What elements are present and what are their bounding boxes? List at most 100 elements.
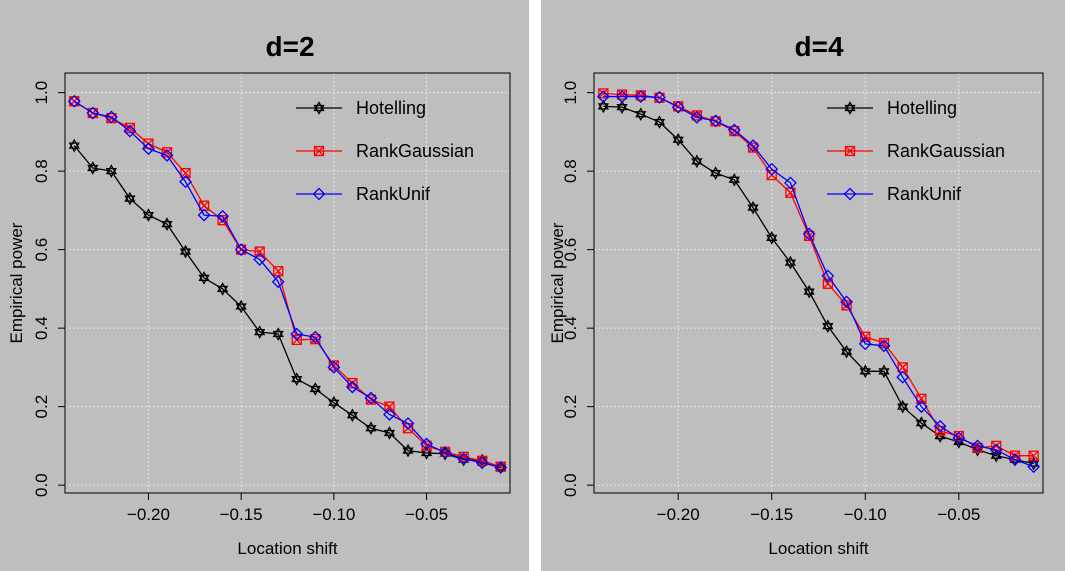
data-point-hotelling: [859, 364, 871, 379]
data-point-rankgaussian: [803, 230, 815, 242]
chart-panel-d4: −0.20 −0.15 −0.10 −0.05 0.0 0.2 0.4 0.6 0.8 1.0 d=…: [541, 0, 1065, 571]
data-point-rankunif: [86, 106, 100, 120]
plot-frame: [64, 72, 511, 494]
grid: [65, 73, 510, 493]
data-point-hotelling: [235, 299, 247, 314]
data-point-hotelling: [990, 448, 1002, 463]
data-point-hotelling: [179, 244, 192, 259]
data-point-hotelling: [346, 408, 359, 423]
data-point-hotelling: [272, 327, 284, 341]
data-point-rankgaussian: [161, 147, 173, 158]
y-tick-label: 0.2: [561, 395, 580, 419]
plot-area: [594, 73, 1043, 493]
data-point-rankunif: [989, 443, 1003, 457]
data-point-rankunif: [784, 176, 797, 190]
data-point-hotelling: [616, 100, 628, 114]
x-tick-label: −0.15: [220, 505, 263, 524]
data-point-hotelling: [766, 231, 778, 245]
data-point-rankunif: [457, 452, 471, 466]
data-point-rankgaussian: [384, 401, 395, 412]
data-point-hotelling: [124, 191, 136, 206]
data-point-rankgaussian: [254, 246, 265, 257]
legend-marker-hotelling: [844, 101, 856, 115]
data-point-rankgaussian: [747, 142, 759, 153]
chart-d4: −0.20 −0.15 −0.10 −0.05 0.0 0.2 0.4 0.6 0.8 1.0 d=…: [548, 31, 1044, 558]
y-tick-label: 0.0: [561, 473, 580, 497]
data-point-rankunif: [933, 419, 947, 433]
data-point-hotelling: [198, 271, 210, 285]
data-point-rankunif: [253, 253, 267, 266]
data-point-rankunif: [765, 162, 779, 176]
y-axis-label: Empirical power: [7, 222, 26, 343]
chart-title: d=4: [794, 31, 843, 62]
data-point-rankunif: [653, 90, 666, 104]
y-tick-label: 1.0: [32, 81, 51, 105]
data-point-hotelling: [915, 416, 928, 430]
data-point-hotelling: [365, 421, 377, 436]
legend-label-rankgaussian: RankGaussian: [887, 141, 1005, 161]
data-point-rankunif: [494, 461, 508, 474]
chart-title: d=2: [265, 31, 314, 62]
plot-area: [65, 73, 510, 493]
data-point-rankunif: [308, 330, 322, 344]
y-tick-label: 1.0: [561, 81, 580, 105]
legend-label-hotelling: Hotelling: [356, 98, 426, 118]
data-point-rankunif: [1008, 453, 1022, 467]
data-point-rankunif: [690, 110, 704, 124]
legend: Hotelling RankGaussian RankUnif: [296, 98, 474, 204]
series-group: [67, 94, 508, 475]
data-point-hotelling: [87, 161, 99, 175]
data-point-rankgaussian: [1028, 450, 1039, 461]
data-point-rankunif: [123, 124, 137, 138]
data-point-hotelling: [309, 382, 321, 396]
y-tick-label: 0.8: [561, 159, 580, 183]
data-point-hotelling: [105, 164, 117, 178]
data-point-rankunif: [952, 431, 966, 445]
data-point-rankunif: [67, 94, 81, 108]
legend-marker-rankunif: [312, 187, 326, 201]
legend-marker-rankgaussian: [313, 145, 325, 157]
y-tick-label: 0.4: [32, 316, 51, 340]
x-tick-label: −0.05: [405, 505, 448, 524]
data-point-rankunif: [216, 209, 230, 223]
chart-panel-d2: −0.20 −0.15 −0.10 −0.05 0.0 0.2 0.4 0.6 0.8 1.0 d=…: [0, 0, 529, 571]
data-point-hotelling: [934, 429, 946, 443]
data-point-rankunif: [327, 360, 341, 374]
legend: Hotelling RankGaussian RankUnif: [827, 98, 1005, 204]
x-tick-label: −0.10: [312, 505, 355, 524]
data-point-hotelling: [878, 364, 890, 379]
data-point-rankunif: [160, 149, 174, 162]
legend-label-rankunif: RankUnif: [887, 184, 962, 204]
data-point-rankunif: [142, 142, 155, 156]
x-tick-label: −0.05: [937, 505, 980, 524]
data-point-rankunif: [1027, 460, 1041, 474]
data-point-rankunif: [197, 208, 211, 222]
y-axis-label: Empirical power: [548, 222, 567, 343]
data-point-rankunif: [401, 417, 415, 430]
data-point-rankunif: [383, 408, 396, 421]
data-point-rankunif: [234, 243, 248, 257]
data-point-rankunif: [364, 391, 378, 405]
data-point-rankunif: [896, 370, 910, 384]
plot-frame: [593, 72, 1044, 494]
data-point-hotelling: [597, 99, 609, 114]
legend-marker-rankunif: [843, 187, 857, 201]
data-point-rankunif: [634, 90, 648, 103]
y-tick-label: 0.6: [561, 238, 580, 262]
data-point-hotelling: [328, 395, 340, 410]
x-tick-label: −0.15: [750, 505, 793, 524]
x-axis-label: Location shift: [768, 539, 868, 558]
data-point-rankunif: [596, 90, 610, 103]
data-point-rankunif: [345, 380, 359, 394]
grid: [594, 73, 1043, 493]
data-point-rankunif: [840, 295, 853, 309]
data-point-rankunif: [615, 90, 629, 103]
data-point-hotelling: [897, 399, 909, 414]
data-point-rankgaussian: [616, 89, 628, 100]
data-point-hotelling: [216, 282, 229, 296]
data-point-hotelling: [784, 255, 797, 270]
data-point-hotelling: [728, 172, 740, 187]
data-point-hotelling: [142, 208, 155, 222]
x-tick-label: −0.20: [127, 505, 170, 524]
y-tick-label: 0.4: [561, 316, 580, 340]
